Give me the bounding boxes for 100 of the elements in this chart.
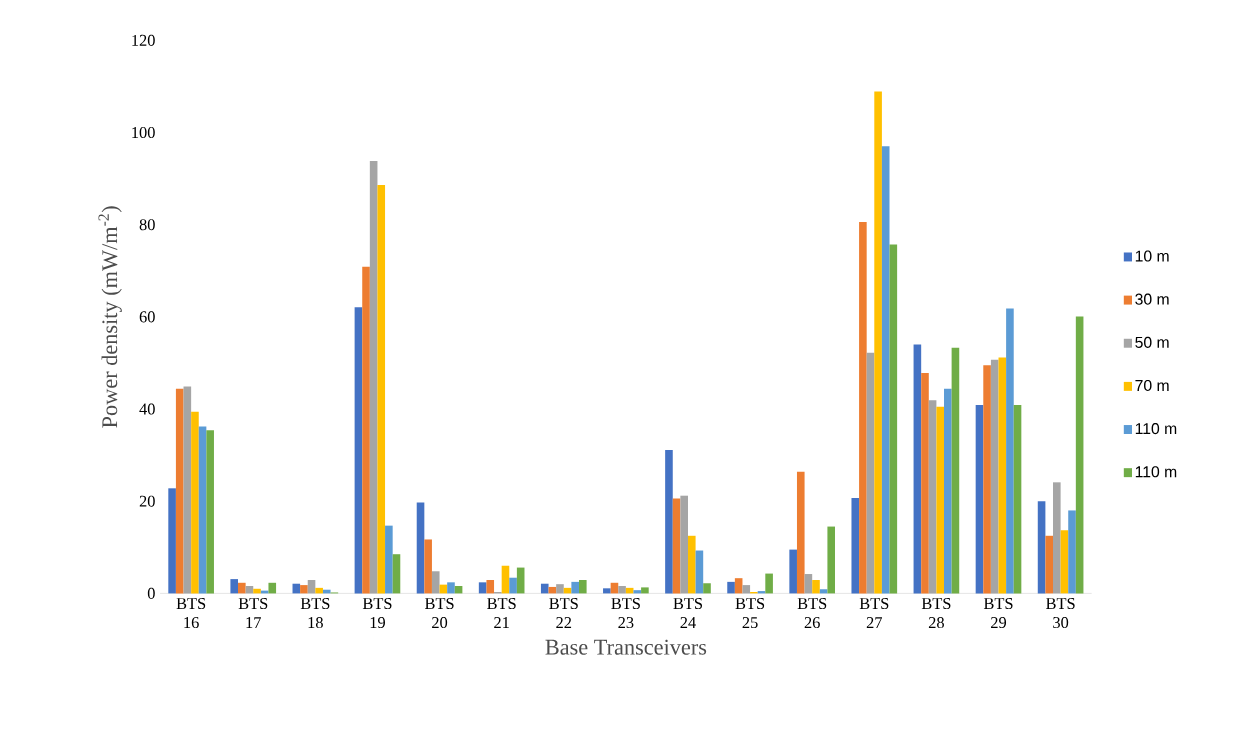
bar [603, 588, 611, 594]
y-tick-label: 100 [132, 126, 155, 138]
bar [501, 565, 510, 594]
bar [812, 579, 820, 594]
x-tick-label: BTS 16 [176, 597, 206, 628]
bar [509, 577, 517, 594]
bar [1060, 530, 1069, 594]
bar [392, 554, 401, 594]
bar [198, 426, 207, 594]
bar [874, 91, 882, 594]
bar [742, 585, 751, 594]
x-tick-label: BTS 17 [238, 597, 268, 628]
bar [703, 583, 711, 594]
bar [486, 579, 495, 594]
bar [315, 587, 323, 594]
y-tick-label: 120 [132, 34, 155, 46]
bar [851, 497, 860, 594]
bar [556, 584, 564, 594]
y-tick-label: 40 [139, 403, 155, 415]
bar [377, 184, 386, 594]
bar [633, 590, 642, 594]
x-tick-label: BTS 18 [300, 597, 330, 628]
bar [928, 400, 937, 594]
bar [665, 449, 673, 594]
bar [268, 582, 277, 594]
y-tick-label: 80 [139, 219, 155, 231]
bar [385, 525, 393, 594]
legend-label: 110 m [1135, 422, 1177, 435]
bar [1006, 308, 1014, 594]
bar [447, 582, 455, 594]
legend-label: 10 m [1135, 250, 1169, 262]
bar [695, 550, 704, 594]
bar [300, 585, 308, 594]
bar [889, 244, 898, 594]
bar [641, 587, 649, 594]
bar [175, 388, 184, 594]
y-tick-label: 0 [147, 587, 155, 599]
bar [827, 526, 836, 594]
bar [983, 365, 991, 594]
x-tick-label: BTS 22 [549, 597, 578, 628]
y-tick-label: 20 [139, 495, 155, 507]
bar [936, 406, 945, 594]
bar [369, 161, 378, 594]
legend-label: 30 m [1135, 293, 1169, 305]
bar [1053, 482, 1061, 594]
bar [191, 411, 199, 594]
x-tick-label: BTS 19 [362, 597, 392, 628]
bar [672, 498, 681, 594]
y-tick-label: 60 [139, 311, 155, 323]
bar [921, 373, 929, 594]
bar [1075, 316, 1084, 594]
bar [578, 579, 587, 594]
bar [230, 579, 239, 594]
bar [362, 266, 370, 594]
bar [998, 357, 1007, 594]
bar [168, 488, 176, 594]
bar [253, 588, 261, 594]
x-tick-label: BTS 28 [921, 597, 951, 628]
x-tick-label: BTS 20 [424, 597, 454, 628]
bar [478, 582, 487, 594]
bar [206, 430, 214, 594]
bar [618, 585, 626, 594]
bar [571, 581, 579, 594]
bar [881, 146, 890, 594]
bar [765, 573, 773, 594]
x-tick-label: BTS 27 [859, 597, 889, 628]
legend-label: 110 m [1135, 466, 1177, 478]
bar [1013, 404, 1022, 594]
bar [951, 347, 960, 594]
x-tick-label: BTS 21 [487, 597, 516, 628]
bar [727, 581, 735, 594]
bar [540, 583, 549, 594]
y-axis-title: Power density (mW/m$^{-2}$) [98, 206, 122, 428]
legend-label: 70 m [1135, 379, 1169, 391]
bar [796, 471, 805, 594]
x-axis-title: Base Transceivers [545, 639, 707, 655]
bar [1037, 501, 1046, 594]
bar [913, 344, 922, 594]
bar [789, 549, 797, 594]
x-tick-label: BTS 29 [983, 597, 1013, 628]
bar [680, 495, 688, 594]
bar [183, 386, 192, 594]
bar [975, 404, 984, 594]
bar [687, 535, 696, 594]
bar [1068, 510, 1076, 594]
bar [804, 573, 813, 594]
bar [944, 388, 952, 594]
bar [238, 582, 246, 594]
x-tick-label: BTS 25 [735, 597, 765, 628]
bar [734, 578, 743, 594]
x-tick-label: BTS 26 [797, 597, 827, 628]
x-tick-label: BTS 23 [611, 597, 640, 628]
x-tick-label: BTS 30 [1046, 597, 1075, 628]
bar [1045, 535, 1053, 594]
bar [431, 571, 440, 594]
bar [424, 539, 432, 594]
legend-label: 50 m [1135, 336, 1169, 348]
bar [416, 502, 425, 594]
bar [990, 359, 999, 594]
bar [859, 221, 867, 594]
